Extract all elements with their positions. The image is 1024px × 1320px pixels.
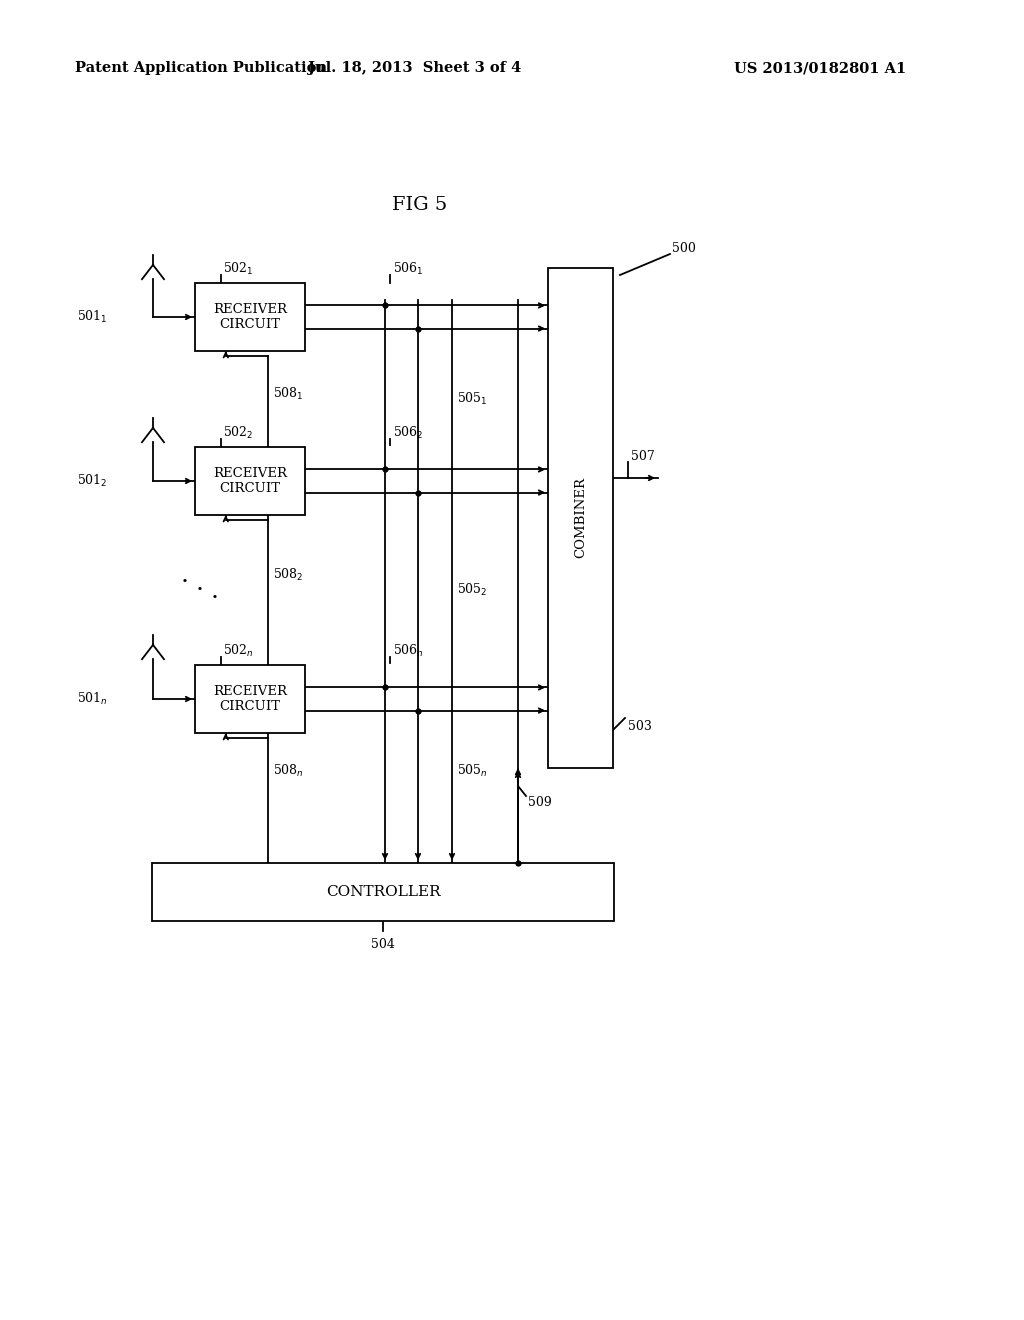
Bar <box>152 863 614 921</box>
Text: Jul. 18, 2013  Sheet 3 of 4: Jul. 18, 2013 Sheet 3 of 4 <box>308 61 521 75</box>
Bar <box>548 268 613 768</box>
Text: FIG 5: FIG 5 <box>392 195 447 214</box>
Text: RECEIVER
CIRCUIT: RECEIVER CIRCUIT <box>213 304 287 331</box>
Text: ·: · <box>211 586 219 610</box>
Text: Patent Application Publication: Patent Application Publication <box>75 61 327 75</box>
Text: 501$_n$: 501$_n$ <box>77 690 108 708</box>
Text: 508$_2$: 508$_2$ <box>273 568 303 583</box>
Text: CONTROLLER: CONTROLLER <box>326 884 440 899</box>
Text: COMBINER: COMBINER <box>574 478 587 558</box>
Text: 502$_1$: 502$_1$ <box>223 261 254 277</box>
Text: ·: · <box>181 570 189 594</box>
Text: 502$_2$: 502$_2$ <box>223 425 254 441</box>
Text: 502$_n$: 502$_n$ <box>223 643 254 659</box>
Text: 509: 509 <box>528 796 552 809</box>
Text: 505$_n$: 505$_n$ <box>457 763 487 779</box>
Text: 505$_2$: 505$_2$ <box>457 582 487 598</box>
Text: 507: 507 <box>631 450 654 462</box>
Text: 503: 503 <box>628 719 652 733</box>
Text: RECEIVER
CIRCUIT: RECEIVER CIRCUIT <box>213 467 287 495</box>
Text: 501$_1$: 501$_1$ <box>77 309 108 325</box>
Text: US 2013/0182801 A1: US 2013/0182801 A1 <box>734 61 906 75</box>
Text: 506$_1$: 506$_1$ <box>393 261 424 277</box>
Text: 501$_2$: 501$_2$ <box>78 473 108 488</box>
Bar <box>195 447 305 515</box>
Bar <box>195 665 305 733</box>
Text: 508$_1$: 508$_1$ <box>273 387 304 403</box>
Text: 504: 504 <box>371 939 395 952</box>
Text: 505$_1$: 505$_1$ <box>457 391 487 407</box>
Text: RECEIVER
CIRCUIT: RECEIVER CIRCUIT <box>213 685 287 713</box>
Bar <box>195 282 305 351</box>
Text: 506$_2$: 506$_2$ <box>393 425 424 441</box>
Text: 500: 500 <box>672 242 696 255</box>
Text: 508$_n$: 508$_n$ <box>273 763 304 779</box>
Text: 506$_n$: 506$_n$ <box>393 643 424 659</box>
Text: ·: · <box>196 578 204 602</box>
